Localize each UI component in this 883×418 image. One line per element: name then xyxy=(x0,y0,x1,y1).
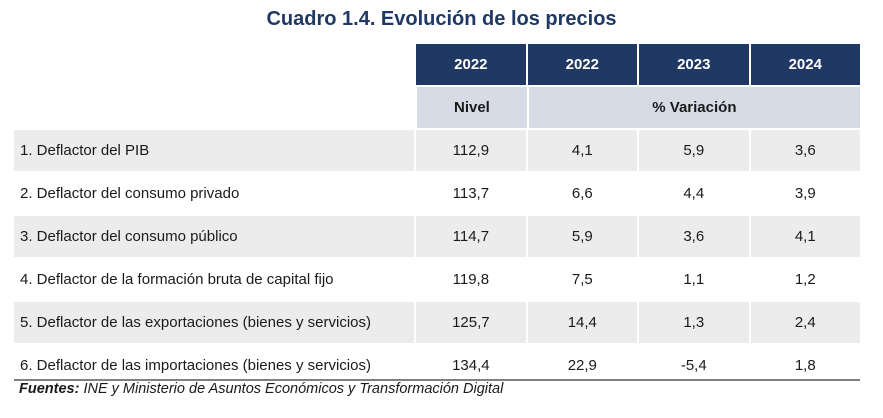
row-value: 3,6 xyxy=(639,216,749,257)
row-value: 5,9 xyxy=(639,130,749,171)
row-value: 14,4 xyxy=(527,302,638,343)
header-year-3: 2023 xyxy=(639,44,749,85)
source-text: INE y Ministerio de Asuntos Económicos y… xyxy=(79,381,504,397)
header-year-1: 2022 xyxy=(416,44,526,85)
row-value: 1,3 xyxy=(639,302,749,343)
row-value: 7,5 xyxy=(527,259,638,300)
row-value: 125,7 xyxy=(416,302,526,343)
row-label: 3. Deflactor del consumo público xyxy=(14,216,415,257)
header-empty-cell xyxy=(14,87,415,128)
row-value: 4,1 xyxy=(527,130,638,171)
row-value: 6,6 xyxy=(527,173,638,214)
row-label: 5. Deflactor de las exportaciones (biene… xyxy=(14,302,415,343)
source-label: Fuentes: xyxy=(19,381,80,397)
row-value: 3,6 xyxy=(750,130,860,171)
header-year-2: 2022 xyxy=(527,44,638,85)
table-row: 1. Deflactor del PIB 112,9 4,1 5,9 3,6 xyxy=(14,130,860,171)
row-value: 119,8 xyxy=(416,259,526,300)
row-label: 1. Deflactor del PIB xyxy=(14,130,415,171)
row-value: 113,7 xyxy=(416,173,526,214)
row-value: 1,1 xyxy=(639,259,749,300)
row-label: 4. Deflactor de la formación bruta de ca… xyxy=(14,259,415,300)
header-row-years: 2022 2022 2023 2024 xyxy=(14,44,860,85)
header-row-units: Nivel % Variación xyxy=(14,87,860,128)
header-nivel: Nivel xyxy=(417,87,527,128)
row-value: 3,9 xyxy=(750,173,860,214)
row-value: 2,4 xyxy=(750,302,860,343)
row-value: 5,9 xyxy=(527,216,638,257)
table-row: 3. Deflactor del consumo público 114,7 5… xyxy=(14,216,860,257)
header-variacion: % Variación xyxy=(528,87,860,128)
row-value: 114,7 xyxy=(416,216,526,257)
row-label: 2. Deflactor del consumo privado xyxy=(14,173,415,214)
table-bottom-rule xyxy=(14,379,860,381)
prices-table: 2022 2022 2023 2024 Nivel % Variación 1.… xyxy=(14,44,860,388)
table-row: 2. Deflactor del consumo privado 113,7 6… xyxy=(14,173,860,214)
row-value: 1,2 xyxy=(750,259,860,300)
row-value: 4,1 xyxy=(750,216,860,257)
header-empty-cell xyxy=(14,44,414,85)
source-note: Fuentes: INE y Ministerio de Asuntos Eco… xyxy=(19,381,503,397)
table-row: 5. Deflactor de las exportaciones (biene… xyxy=(14,302,860,343)
header-year-4: 2024 xyxy=(750,44,860,85)
row-value: 4,4 xyxy=(639,173,749,214)
row-value: 112,9 xyxy=(416,130,526,171)
table-title: Cuadro 1.4. Evolución de los precios xyxy=(266,8,617,30)
table-row: 4. Deflactor de la formación bruta de ca… xyxy=(14,259,860,300)
